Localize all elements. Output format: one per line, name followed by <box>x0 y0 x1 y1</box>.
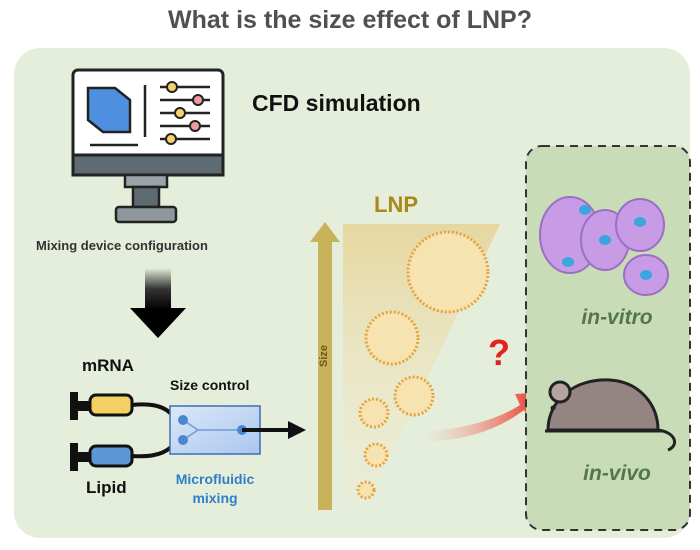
syringe-icon <box>70 438 180 471</box>
monitor-icon <box>71 68 225 224</box>
size-arrow-icon <box>310 222 340 510</box>
page-title: What is the size effect of LNP? <box>168 6 532 34</box>
size-control-label: Size control <box>170 377 250 393</box>
lipid-label: Lipid <box>86 478 127 497</box>
red-arrow-icon <box>425 392 545 442</box>
mrna-label: mRNA <box>82 356 134 375</box>
cell-icon <box>539 196 669 296</box>
size-axis-label: Size <box>318 344 331 368</box>
in-vivo-label: in-vivo <box>583 462 651 485</box>
nanoparticle-icon <box>356 230 490 500</box>
microfluidic-chip-icon <box>169 405 306 455</box>
mixing-device-label: Mixing device configuration <box>36 238 208 253</box>
mouse-icon <box>545 378 677 452</box>
lnp-label: LNP <box>374 192 418 217</box>
question-mark: ? <box>488 332 510 373</box>
microfluidic-mixing-label: Microfluidic mixing <box>175 471 255 506</box>
syringe-icon <box>70 392 180 424</box>
down-arrow-icon <box>130 268 186 338</box>
in-vitro-label: in-vitro <box>581 306 653 329</box>
cfd-simulation-label: CFD simulation <box>252 90 421 116</box>
